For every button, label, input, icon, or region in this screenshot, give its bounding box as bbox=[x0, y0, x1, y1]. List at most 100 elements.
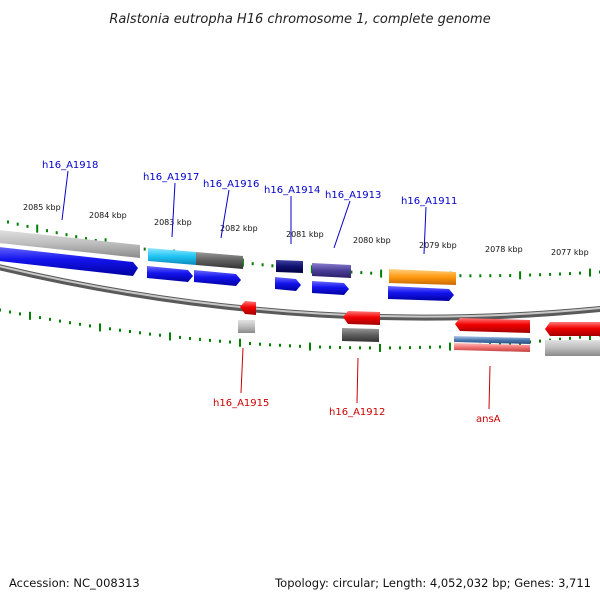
minor-tick-mark bbox=[539, 273, 542, 277]
gene-label-h16-a1914: h16_A1914 bbox=[264, 185, 320, 196]
minor-tick-mark bbox=[489, 274, 492, 278]
minor-tick-mark bbox=[529, 273, 532, 277]
map-title: Ralstonia eutropha H16 chromosome 1, com… bbox=[109, 12, 490, 27]
minor-tick-mark bbox=[49, 317, 51, 321]
minor-tick-mark bbox=[579, 335, 581, 339]
minor-tick-mark bbox=[509, 274, 512, 277]
gene-feature bbox=[238, 320, 255, 333]
minor-tick-mark bbox=[26, 224, 29, 228]
minor-tick-mark bbox=[399, 346, 401, 350]
gene-feature bbox=[545, 322, 600, 336]
minor-tick-mark bbox=[219, 339, 221, 343]
minor-tick-mark bbox=[479, 274, 482, 278]
major-tick-mark bbox=[379, 343, 381, 352]
gene-label-h16-a1912: h16_A1912 bbox=[329, 407, 385, 418]
minor-tick-mark bbox=[559, 337, 561, 341]
minor-tick-mark bbox=[89, 324, 91, 328]
major-tick-mark bbox=[36, 224, 39, 233]
gene-label-h16-a1913: h16_A1913 bbox=[325, 190, 381, 201]
minor-tick-mark bbox=[129, 330, 131, 333]
gene-feature bbox=[455, 318, 530, 333]
minor-tick-mark bbox=[419, 345, 421, 349]
minor-tick-mark bbox=[119, 328, 121, 332]
reverse-features bbox=[238, 301, 600, 356]
minor-tick-mark bbox=[549, 272, 552, 276]
gene-feature bbox=[240, 301, 256, 315]
gene-label-h16-a1916: h16_A1916 bbox=[203, 179, 259, 190]
minor-tick-mark bbox=[109, 327, 111, 331]
accession-text: Accession: NC_008313 bbox=[9, 576, 140, 590]
gene-feature bbox=[0, 230, 140, 258]
tick-label: 2078 kbp bbox=[485, 245, 523, 254]
major-tick-mark bbox=[29, 311, 31, 320]
tick-label: 2080 kbp bbox=[353, 236, 391, 245]
minor-tick-mark bbox=[289, 344, 291, 348]
forward-gene-labels: h16_A1918 h16_A1917 h16_A1916 h16_A1914 … bbox=[42, 160, 457, 255]
minor-tick-mark bbox=[209, 338, 211, 342]
major-tick-mark bbox=[449, 342, 451, 351]
reverse-gene-labels: h16_A1915 h16_A1912 ansA bbox=[213, 347, 501, 425]
minor-tick-mark bbox=[229, 340, 231, 344]
minor-tick-mark bbox=[279, 343, 281, 347]
forward-features bbox=[0, 230, 456, 301]
gene-feature bbox=[388, 286, 454, 301]
minor-tick-mark bbox=[39, 316, 41, 320]
minor-tick-mark bbox=[370, 271, 373, 275]
gene-feature bbox=[0, 247, 138, 276]
minor-tick-mark bbox=[319, 345, 321, 349]
minor-tick-mark bbox=[269, 343, 271, 347]
minor-tick-mark bbox=[46, 229, 48, 233]
minor-tick-mark bbox=[69, 321, 71, 325]
minor-tick-mark bbox=[143, 247, 146, 251]
major-tick-mark bbox=[519, 271, 522, 280]
minor-tick-mark bbox=[369, 346, 371, 350]
minor-tick-mark bbox=[271, 264, 274, 268]
tick-label: 2081 kbp bbox=[286, 230, 324, 239]
minor-tick-mark bbox=[159, 333, 161, 337]
tick-label: 2079 kbp bbox=[419, 241, 457, 250]
gene-feature bbox=[454, 343, 530, 352]
minor-tick-mark bbox=[249, 342, 251, 345]
minor-tick-mark bbox=[9, 310, 11, 314]
minor-tick-mark bbox=[360, 271, 363, 275]
minor-tick-mark bbox=[469, 274, 472, 278]
minor-tick-mark bbox=[65, 233, 68, 237]
major-tick-mark bbox=[589, 332, 591, 341]
gene-label-h16-a1917: h16_A1917 bbox=[143, 172, 199, 183]
gene-feature bbox=[312, 281, 349, 295]
gene-feature bbox=[342, 328, 379, 342]
gene-feature bbox=[389, 269, 456, 285]
minor-tick-mark bbox=[59, 319, 61, 323]
minor-tick-mark bbox=[19, 312, 21, 316]
minor-tick-mark bbox=[459, 274, 462, 278]
gene-feature bbox=[343, 311, 380, 325]
label-leader bbox=[240, 347, 244, 394]
minor-tick-mark bbox=[569, 336, 571, 340]
minor-tick-mark bbox=[339, 346, 341, 349]
minor-tick-mark bbox=[329, 345, 331, 349]
minor-tick-mark bbox=[85, 237, 87, 241]
gene-label-h16-a1911: h16_A1911 bbox=[401, 196, 457, 207]
gene-label-ansa: ansA bbox=[476, 414, 501, 425]
gene-feature bbox=[312, 263, 351, 278]
tick-label: 2082 kbp bbox=[220, 224, 258, 233]
minor-tick-mark bbox=[179, 335, 181, 339]
minor-tick-mark bbox=[429, 345, 431, 349]
minor-tick-mark bbox=[579, 271, 581, 275]
label-leader bbox=[220, 189, 230, 239]
major-tick-mark bbox=[309, 342, 311, 351]
minor-tick-mark bbox=[149, 332, 151, 336]
minor-tick-mark bbox=[7, 220, 9, 224]
gene-feature bbox=[545, 340, 600, 356]
topology-text: Topology: circular; Length: 4,052,032 bp… bbox=[274, 576, 591, 590]
label-leader bbox=[488, 365, 491, 410]
major-tick-mark bbox=[310, 265, 313, 274]
tick-label: 2085 kbp bbox=[23, 203, 61, 212]
minor-tick-mark bbox=[359, 346, 361, 350]
gene-feature bbox=[147, 266, 193, 282]
minor-tick-mark bbox=[409, 346, 411, 350]
backbone-highlight bbox=[0, 265, 600, 318]
minor-tick-mark bbox=[299, 344, 301, 348]
minor-tick-mark bbox=[189, 337, 191, 340]
